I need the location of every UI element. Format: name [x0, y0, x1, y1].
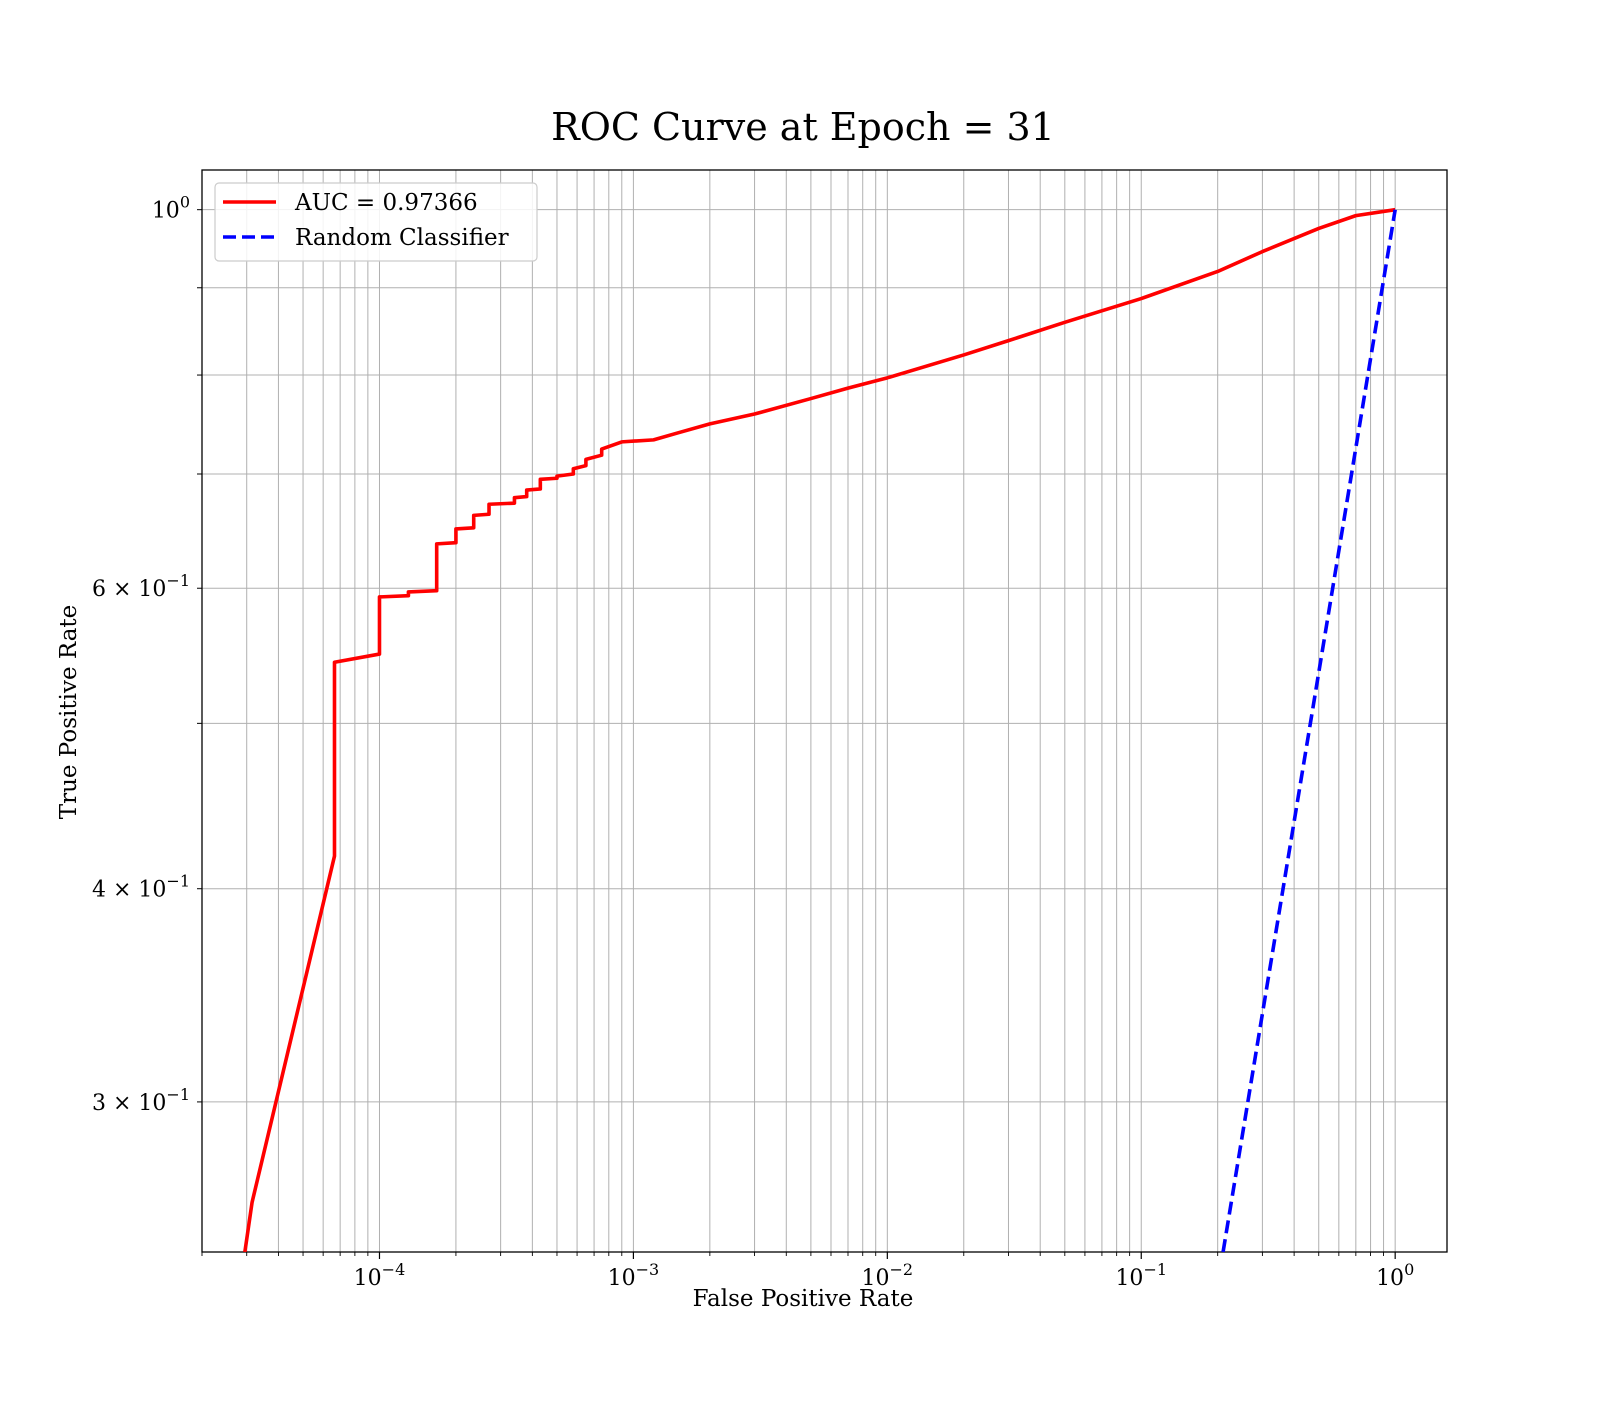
- axes: 10−4 10−3 10−2 10−1 100 100 6 × 10−1 4 × 10−1 3 …: [92, 169, 1448, 1291]
- x-tick-label: 10−1: [1115, 1260, 1167, 1291]
- legend-box: [214, 182, 538, 262]
- grid-lines: [201, 170, 1447, 1252]
- x-tick-label: 10−3: [608, 1260, 660, 1291]
- x-tick-label: 10−4: [354, 1260, 406, 1291]
- series-lines: [243, 207, 1397, 1252]
- y-tick-label: 6 × 10−1: [92, 571, 190, 602]
- y-axis-label: True Positive Rate: [56, 605, 82, 820]
- roc-curve-line: [243, 207, 1396, 1252]
- random-classifier-line: [1221, 209, 1397, 1252]
- y-tick-label: 100: [152, 193, 190, 224]
- x-axis-label: False Positive Rate: [693, 1286, 914, 1312]
- y-tick-label: 3 × 10−1: [92, 1085, 190, 1116]
- plot-frame: [201, 169, 1448, 1253]
- chart-title: ROC Curve at Epoch = 31: [551, 105, 1055, 149]
- y-tick-label: 4 × 10−1: [92, 872, 190, 903]
- legend-label: AUC = 0.97366: [294, 190, 478, 216]
- legend: AUC = 0.97366 Random Classifier: [214, 182, 538, 262]
- legend-label: Random Classifier: [295, 225, 509, 251]
- x-tick-label: 100: [1376, 1260, 1414, 1291]
- x-tick-label: 10−2: [862, 1260, 914, 1291]
